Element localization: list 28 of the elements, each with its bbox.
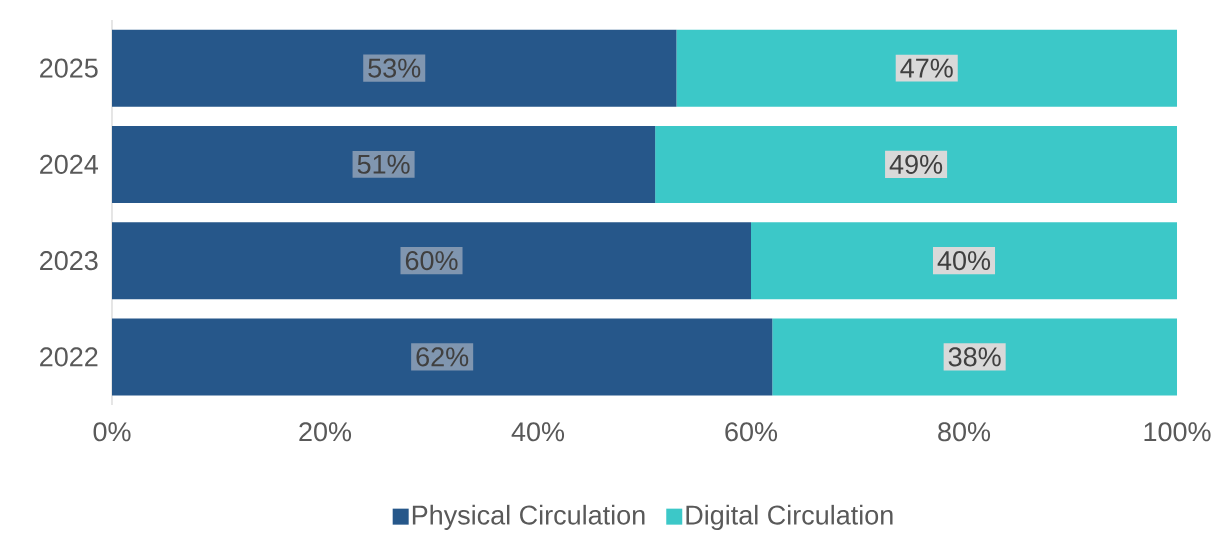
bar	[772, 318, 1178, 396]
bar	[112, 222, 751, 300]
x-tick-label: 80%	[938, 422, 991, 442]
bar	[655, 125, 1178, 203]
data-label: 47%	[900, 58, 953, 78]
bar	[112, 29, 677, 107]
x-tick-label: 0%	[93, 422, 131, 442]
data-label: 40%	[937, 251, 991, 271]
x-tick-label: 60%	[725, 422, 778, 442]
bar	[112, 318, 773, 396]
x-tick-label: 40%	[511, 422, 565, 442]
bar	[112, 125, 656, 203]
legend-label: Digital Circulation	[686, 504, 893, 531]
y-tick-label: 2024	[40, 154, 98, 174]
legend-label: Physical Circulation	[412, 504, 645, 531]
bar	[676, 29, 1178, 107]
data-label: 38%	[948, 347, 1001, 367]
data-label: 49%	[889, 154, 943, 174]
data-label: 62%	[416, 347, 469, 367]
data-label: 60%	[405, 251, 458, 271]
y-tick-label: 2023	[40, 251, 98, 271]
y-tick-label: 2025	[40, 58, 98, 78]
x-tick-label: 100%	[1144, 422, 1211, 442]
bar	[751, 222, 1178, 300]
y-tick-label: 2022	[40, 347, 98, 367]
data-label: 51%	[357, 154, 410, 174]
data-label: 53%	[368, 58, 421, 78]
x-tick-label: 20%	[299, 422, 352, 442]
